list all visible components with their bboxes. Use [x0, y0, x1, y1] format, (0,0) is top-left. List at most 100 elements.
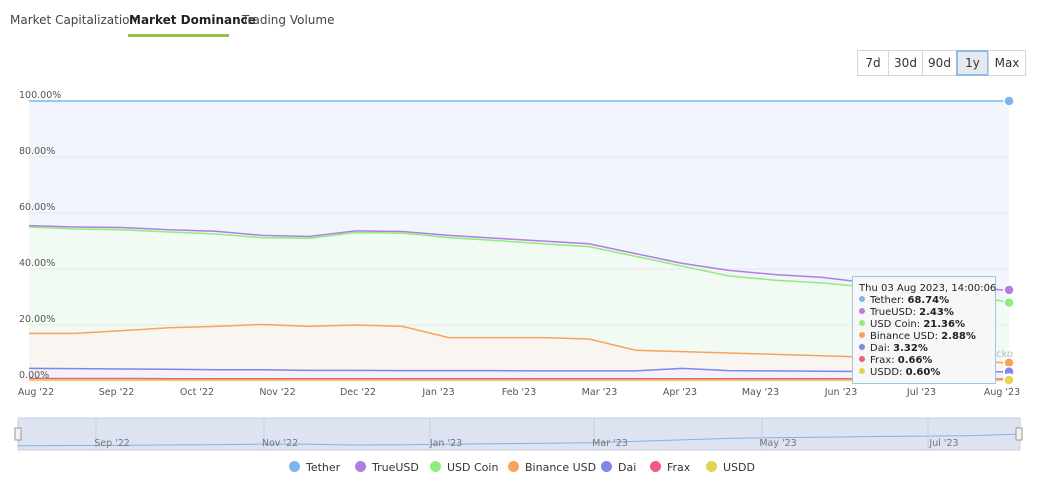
tooltip-row-usd-coin: USD Coin: 21.36%	[859, 319, 989, 331]
tooltip-date: Thu 03 Aug 2023, 14:00:06	[859, 283, 997, 294]
x-tick-label: Apr '23	[663, 387, 697, 398]
marker-trueusd	[1003, 284, 1015, 296]
area-trueusd	[29, 225, 1009, 303]
series-areas	[29, 101, 1009, 381]
range-7d-button[interactable]: 7d	[857, 50, 889, 76]
tooltip-usdd-value: 0.60%	[905, 367, 941, 378]
legend-item-usd-coin[interactable]: USD Coin	[430, 461, 498, 474]
tooltip-usdd-name: USDD	[870, 367, 900, 378]
tooltip-frax-value: 0.66%	[897, 355, 933, 366]
x-tick-label: May '23	[742, 387, 779, 398]
line-usd-coin	[28, 226, 1010, 304]
navigator-tick-label: Sep '22	[94, 438, 130, 449]
tooltip-trueusd-value: 2.43%	[919, 307, 954, 318]
legend-item-frax[interactable]: Frax	[650, 461, 690, 474]
y-tick-label: 40.00%	[19, 258, 55, 269]
tab-trading-volume[interactable]: Trading Volume	[242, 13, 335, 27]
tooltip-row-binance-usd: Binance USD: 2.88%	[859, 331, 989, 343]
area-tether	[29, 101, 1009, 290]
grid-lines	[29, 100, 1009, 382]
y-tick-label: 80.00%	[19, 146, 55, 157]
range-30d-button[interactable]: 30d	[888, 50, 923, 76]
legend-item-tether[interactable]: Tether	[289, 461, 340, 474]
legend-tether-label: Tether	[306, 461, 341, 474]
x-axis-labels: Aug '22 Sep '22 Oct '22 Nov '22 Dec '22 Jan '…	[18, 387, 1020, 398]
watermark-text: cko	[996, 349, 1013, 360]
time-range-selector: 7d 30d 90d 1y Max	[857, 50, 1026, 76]
plot-area	[29, 101, 1009, 381]
marker-usdd	[1003, 374, 1015, 386]
tooltip-tether-value: 68.74%	[907, 295, 950, 306]
tab-market-capitalization[interactable]: Market Capitalization	[10, 13, 138, 27]
range-max-button[interactable]: Max	[988, 50, 1026, 76]
y-tick-label: 0.00%	[19, 370, 49, 381]
legend-usd-coin-dot	[430, 461, 441, 472]
tooltip-usdd-dot	[859, 368, 865, 374]
tooltip-usd-coin-value: 21.36%	[923, 319, 965, 330]
x-tick-label: Dec '22	[340, 387, 376, 398]
legend-trueusd-dot	[355, 461, 366, 472]
legend-dai-label: Dai	[618, 461, 637, 474]
x-tick-label: Oct '22	[180, 387, 214, 398]
tooltip-frax-dot	[859, 356, 865, 362]
legend-item-usdd[interactable]: USDD	[706, 461, 755, 474]
navigator-right-handle	[1015, 427, 1023, 441]
tooltip-usd-coin-dot	[859, 320, 865, 326]
tooltip-row-tether: Tether: 68.74%	[859, 295, 989, 307]
tooltip-tether-dot	[859, 296, 865, 302]
tooltip-row-trueusd: TrueUSD: 2.43%	[859, 307, 989, 319]
line-dai	[28, 367, 1009, 373]
chart-legend: Tether TrueUSD USD Coin Binance USD Dai …	[0, 461, 1041, 479]
legend-usd-coin-label: USD Coin	[447, 461, 499, 474]
tooltip-trueusd-name: TrueUSD	[870, 307, 913, 318]
x-tick-label: Jul '23	[906, 387, 936, 398]
navigator-tick-label: May '23	[759, 438, 796, 449]
x-tick-label: Aug '22	[18, 387, 54, 398]
tooltip-row-dai: Dai: 3.32%	[859, 343, 989, 355]
legend-item-binance-usd[interactable]: Binance USD	[508, 461, 596, 474]
tooltip-tether-name: Tether	[870, 295, 901, 306]
tooltip-dai-name: Dai	[870, 343, 887, 354]
y-axis-labels: 0.00% 20.00% 40.00% 60.00% 80.00% 100.00%	[19, 90, 61, 381]
tooltip-row-usdd: USDD: 0.60%	[859, 367, 989, 379]
range-90d-button[interactable]: 90d	[922, 50, 957, 76]
tooltip-usd-coin-name: USD Coin	[870, 319, 917, 330]
navigator-tick-label: Nov '22	[262, 438, 298, 449]
legend-frax-dot	[650, 461, 661, 472]
y-tick-label: 60.00%	[19, 202, 55, 213]
range-1y-button[interactable]: 1y	[956, 50, 989, 76]
tooltip-trueusd-dot	[859, 308, 865, 314]
navigator-left-handle	[14, 427, 22, 441]
hover-markers	[1003, 95, 1015, 386]
y-tick-label: 20.00%	[19, 314, 55, 325]
navigator[interactable]: Sep '22 Nov '22 Jan '23 Mar '23 May '23 Jul '…	[14, 417, 1023, 451]
navigator-tick-label: Jan '23	[429, 438, 462, 449]
x-tick-label: Aug '23	[984, 387, 1020, 398]
y-tick-label: 100.00%	[19, 90, 61, 101]
legend-trueusd-label: TrueUSD	[372, 461, 419, 474]
tab-market-dominance[interactable]: Market Dominance	[129, 13, 256, 27]
legend-usdd-label: USDD	[723, 461, 755, 474]
area-binance-usd	[29, 324, 1009, 372]
active-tab-indicator	[128, 34, 229, 37]
legend-usdd-dot	[706, 461, 717, 472]
navigator-tick-label: Mar '23	[592, 438, 628, 449]
line-trueusd	[28, 224, 1010, 291]
plot-background	[29, 101, 1009, 381]
x-tick-label: Jun '23	[824, 387, 858, 398]
legend-frax-label: Frax	[667, 461, 691, 474]
chart-tooltip: Thu 03 Aug 2023, 14:00:06 Tether: 68.74%…	[852, 276, 996, 384]
x-tick-label: Mar '23	[582, 387, 618, 398]
legend-item-dai[interactable]: Dai	[601, 461, 636, 474]
tooltip-binance-usd-value: 2.88%	[941, 331, 976, 342]
legend-tether-dot	[289, 461, 300, 472]
legend-item-trueusd[interactable]: TrueUSD	[355, 461, 419, 474]
x-tick-label: Jan '23	[421, 387, 454, 398]
legend-dai-dot	[601, 461, 612, 472]
tooltip-binance-usd-name: Binance USD	[870, 331, 935, 342]
line-binance-usd	[29, 323, 1010, 364]
tooltip-row-frax: Frax: 0.66%	[859, 355, 989, 367]
chart-tabs: Market Capitalization Market Dominance T…	[0, 0, 1041, 40]
tooltip-binance-usd-dot	[859, 332, 865, 338]
tooltip-dai-dot	[859, 344, 865, 350]
